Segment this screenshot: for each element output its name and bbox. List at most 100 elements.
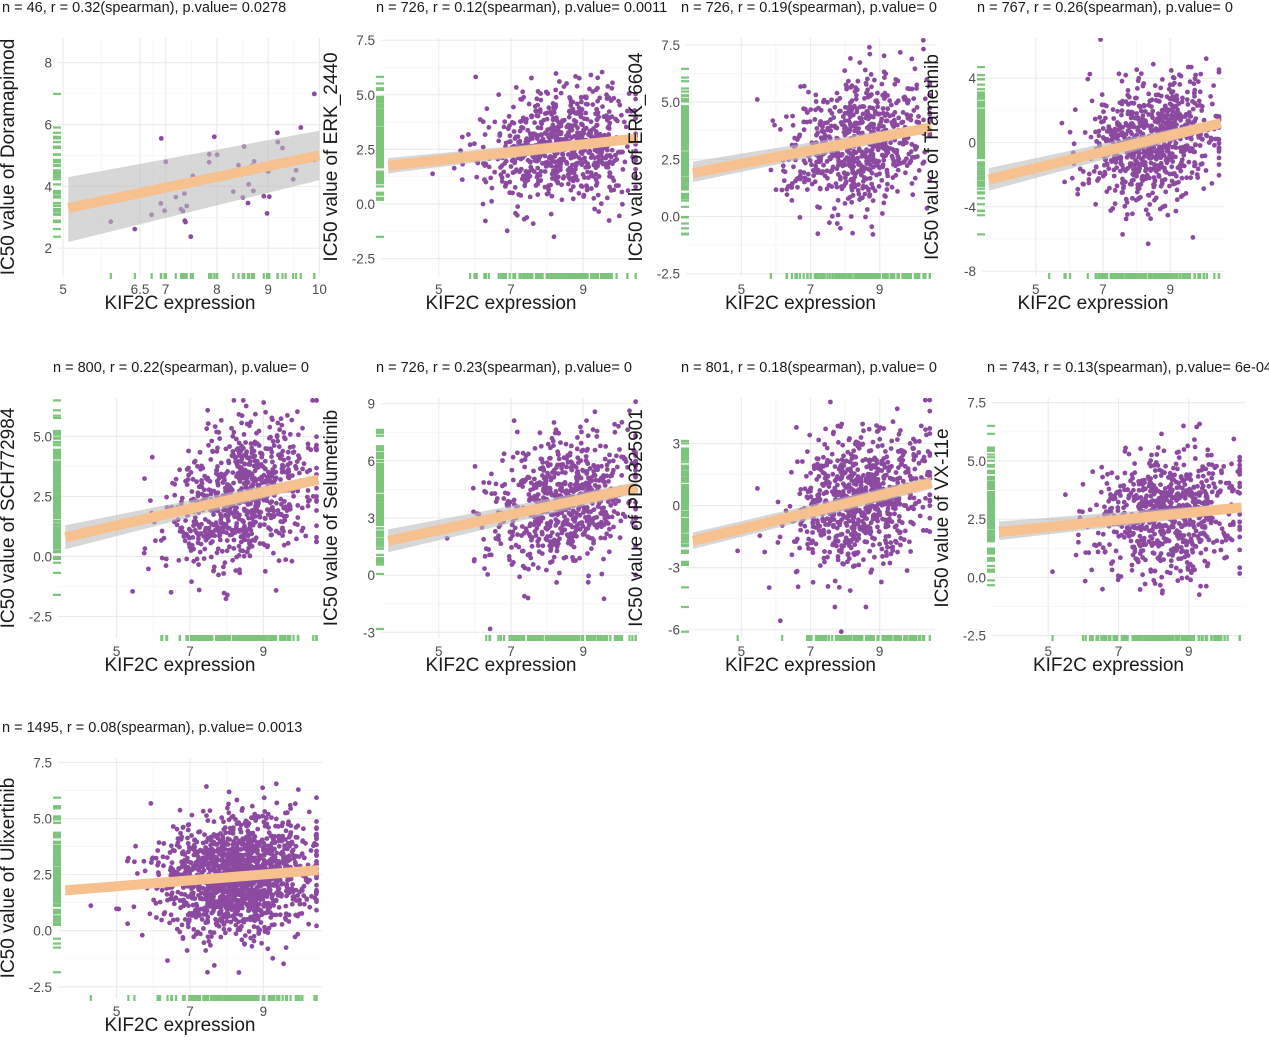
data-point: [298, 125, 304, 130]
x-tick-label: 9: [876, 282, 884, 297]
data-point: [1177, 72, 1182, 78]
data-point: [883, 194, 888, 200]
data-point: [492, 119, 498, 125]
data-point: [805, 171, 811, 177]
data-point: [1166, 107, 1171, 113]
data-point: [1141, 125, 1147, 131]
data-point: [239, 413, 245, 419]
data-point: [849, 83, 855, 89]
data-point: [801, 83, 807, 89]
data-point: [606, 109, 612, 114]
data-point: [1120, 176, 1125, 182]
data-point: [1187, 148, 1193, 154]
data-point: [895, 167, 901, 173]
data-point: [1100, 135, 1106, 140]
data-point: [266, 194, 272, 200]
data-point: [811, 168, 817, 174]
data-point: [225, 513, 231, 518]
data-point: [242, 467, 248, 473]
data-point: [205, 421, 211, 426]
data-point: [189, 489, 195, 494]
data-point: [893, 77, 899, 82]
data-point: [1102, 162, 1107, 168]
data-point: [846, 150, 852, 155]
data-point: [875, 126, 881, 132]
data-point: [1119, 180, 1125, 186]
data-point: [1174, 122, 1179, 127]
data-point: [843, 175, 848, 180]
data-point: [927, 178, 933, 184]
data-point: [914, 105, 920, 110]
data-point: [858, 162, 864, 168]
data-point: [852, 89, 858, 94]
x-tick-label: 7: [807, 282, 815, 297]
data-point: [594, 180, 600, 186]
data-point: [509, 120, 515, 125]
data-point: [913, 146, 918, 152]
data-point: [295, 522, 300, 527]
data-point: [580, 130, 586, 136]
data-point: [1086, 177, 1092, 182]
data-point: [856, 182, 861, 188]
data-point: [280, 519, 286, 525]
data-point: [231, 537, 237, 543]
data-point: [842, 68, 848, 74]
data-point: [881, 157, 887, 163]
data-point: [1112, 188, 1118, 193]
data-point: [606, 218, 612, 223]
data-point: [235, 471, 241, 476]
data-point: [827, 108, 833, 113]
data-point: [1169, 164, 1175, 170]
x-tick-label: 5: [435, 282, 443, 297]
data-point: [1192, 160, 1197, 165]
data-point: [871, 122, 877, 127]
data-point: [502, 119, 508, 125]
data-point: [865, 109, 870, 114]
data-point: [501, 124, 507, 130]
data-point: [1155, 148, 1160, 153]
data-point: [278, 496, 284, 502]
data-point: [459, 177, 465, 183]
data-point: [1192, 100, 1197, 106]
data-point: [1198, 71, 1204, 77]
data-point: [633, 166, 638, 172]
data-point: [916, 168, 922, 173]
data-point: [1130, 195, 1135, 201]
data-point: [280, 448, 286, 454]
data-point: [159, 528, 165, 534]
data-point: [1095, 178, 1100, 183]
data-point: [482, 163, 488, 168]
data-point: [1176, 179, 1181, 185]
data-point: [252, 458, 258, 464]
data-point: [1165, 146, 1171, 152]
data-point: [279, 422, 285, 428]
x-tick-label: 5: [59, 282, 67, 297]
data-point: [566, 114, 572, 120]
data-point: [1110, 206, 1116, 211]
data-point: [241, 553, 247, 559]
data-point: [276, 444, 282, 450]
data-point: [608, 98, 614, 103]
data-point: [595, 192, 601, 198]
data-point: [199, 463, 204, 469]
data-point: [560, 175, 566, 181]
data-point: [502, 161, 508, 166]
data-point: [255, 482, 260, 488]
data-point: [579, 121, 584, 127]
data-point: [1113, 135, 1119, 141]
data-point: [790, 113, 795, 119]
data-point: [236, 475, 241, 480]
data-point: [560, 118, 565, 124]
data-point: [227, 444, 233, 449]
data-point: [192, 515, 198, 520]
data-point: [869, 92, 874, 97]
data-point: [1203, 56, 1209, 62]
data-point: [865, 76, 870, 82]
data-point: [1145, 212, 1151, 217]
data-point: [1101, 118, 1106, 124]
data-point: [909, 181, 915, 186]
data-point: [202, 546, 208, 552]
data-point: [558, 167, 563, 173]
data-point: [268, 434, 273, 440]
data-point: [296, 453, 301, 458]
